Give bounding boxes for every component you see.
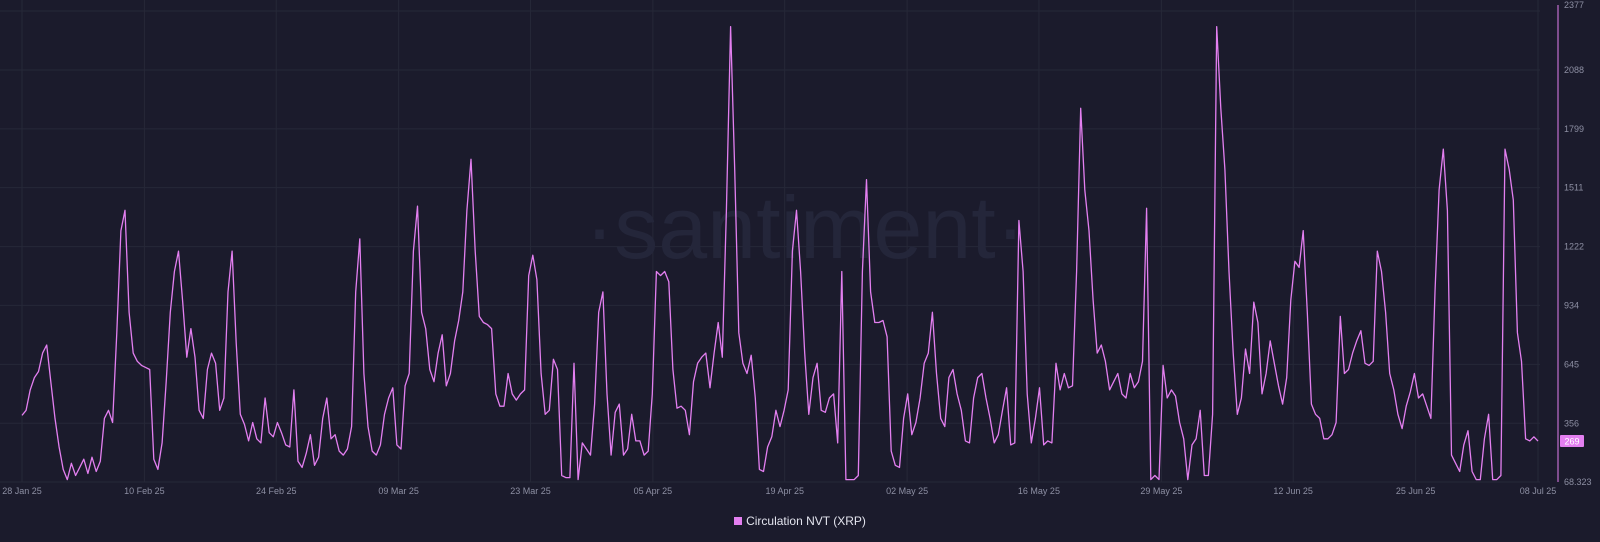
x-tick-label: 16 May 25 [1018, 486, 1060, 496]
chart-legend[interactable]: Circulation NVT (XRP) [0, 514, 1600, 528]
x-tick-label: 29 May 25 [1140, 486, 1182, 496]
legend-swatch [734, 517, 743, 525]
y-tick-label: 2377 [1564, 0, 1584, 10]
last-value-badge-bg [1560, 435, 1584, 448]
x-tick-label: 09 Mar 25 [378, 486, 419, 496]
y-tick-label: 2088 [1564, 65, 1584, 75]
x-tick-label: 02 May 25 [886, 486, 928, 496]
last-value-badge-text: 269 [1564, 437, 1579, 447]
x-tick-label: 10 Feb 25 [124, 486, 165, 496]
x-tick-label: 05 Apr 25 [634, 486, 673, 496]
y-tick-label: 1511 [1564, 183, 1583, 193]
y-tick-label: 1222 [1564, 242, 1584, 252]
series-line [21, 26, 1539, 481]
y-tick-label: 356 [1564, 418, 1579, 428]
x-tick-label: 24 Feb 25 [256, 486, 297, 496]
santiment-watermark: ·santiment· [585, 178, 1025, 277]
last-value-badge: 269 [1560, 435, 1584, 448]
x-tick-label: 23 Mar 25 [510, 486, 551, 496]
series-lines [21, 26, 1539, 481]
y-tick-label: 934 [1564, 300, 1579, 310]
grid-lines [0, 0, 1540, 483]
y-tick-label: 645 [1564, 359, 1579, 369]
x-tick-label: 19 Apr 25 [765, 486, 804, 496]
legend-label: Circulation NVT (XRP) [746, 514, 866, 528]
x-tick-label: 12 Jun 25 [1273, 486, 1313, 496]
x-axis-ticks: 28 Jan 25 10 Feb 25 24 Feb 25 09 Mar 25 23 M… [2, 486, 1556, 496]
x-tick-label: 28 Jan 25 [2, 486, 42, 496]
y-tick-label: 68.323 [1564, 477, 1592, 487]
y-axis-ticks: 2377 2088 1799 1511 1222 934 645 356 68.323 [1564, 0, 1592, 487]
y-tick-label: 1799 [1564, 124, 1584, 134]
x-tick-label: 25 Jun 25 [1396, 486, 1436, 496]
x-tick-label: 08 Jul 25 [1520, 486, 1557, 496]
